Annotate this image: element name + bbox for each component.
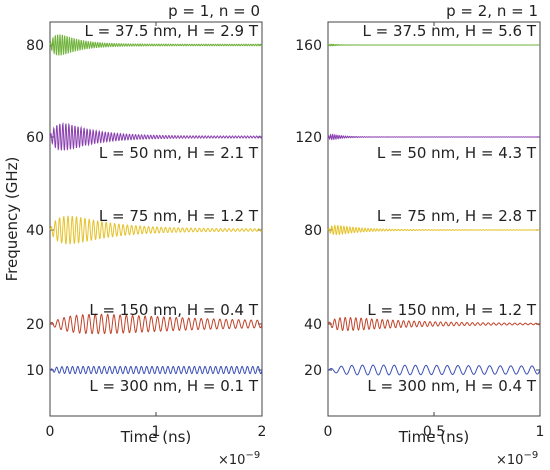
series-line-120ghz — [327, 133, 541, 141]
left-panel-title: p = 1, n = 0 — [168, 2, 260, 20]
right-x-multiplier: ×10−9 — [496, 450, 538, 468]
y-tick-label: 40 — [26, 223, 44, 239]
series-annotation: L = 75 nm, H = 1.2 T — [99, 207, 259, 225]
left-x-multiplier: ×10−9 — [218, 450, 260, 468]
y-tick-label: 10 — [26, 363, 44, 379]
x-tick-label: 0 — [46, 424, 55, 440]
y-tick-label: 120 — [295, 130, 322, 146]
y-tick-label: 160 — [295, 38, 322, 54]
series-line-60ghz — [49, 121, 263, 151]
series-line-80ghz — [49, 34, 263, 56]
series-annotation: L = 300 nm, H = 0.4 T — [367, 377, 537, 395]
x-tick-label: 1 — [152, 424, 161, 440]
y-tick-label: 80 — [26, 38, 44, 54]
series-annotation: L = 150 nm, H = 0.4 T — [89, 301, 259, 319]
series-line-20ghz — [327, 364, 541, 376]
x-tick-label: 0 — [324, 424, 333, 440]
series-line-20ghz — [49, 313, 263, 335]
series-annotation: L = 150 nm, H = 1.2 T — [367, 301, 537, 319]
series-annotation: L = 50 nm, H = 4.3 T — [377, 144, 537, 162]
x-tick-label: 1 — [536, 424, 545, 440]
x-tick-label: 2 — [258, 424, 267, 440]
x-tick-label: 0.5 — [423, 424, 445, 440]
series-line-40ghz — [327, 316, 541, 332]
series-annotation: L = 50 nm, H = 2.1 T — [99, 144, 259, 162]
left-panel: 0 1 2 10 20 40 60 80 L = 300 nm, H = 0.1 T L = 15… — [26, 22, 266, 440]
series-annotation: L = 300 nm, H = 0.1 T — [89, 377, 259, 395]
series-line-10ghz — [49, 365, 263, 375]
series-annotation: L = 37.5 nm, H = 5.6 T — [363, 22, 537, 40]
y-tick-label: 80 — [304, 223, 322, 239]
series-annotation: L = 37.5 nm, H = 2.9 T — [85, 22, 259, 40]
series-annotation: L = 75 nm, H = 2.8 T — [377, 207, 537, 225]
y-axis-label: Frequency (GHz) — [3, 157, 21, 282]
y-tick-label: 20 — [26, 317, 44, 333]
right-panel-title: p = 2, n = 1 — [446, 2, 538, 20]
series-line-40ghz — [49, 215, 263, 245]
series-line-160ghz — [327, 43, 541, 47]
y-tick-label: 60 — [26, 130, 44, 146]
series-line-80ghz — [327, 224, 541, 236]
left-x-axis-label: Time (ns) — [120, 428, 192, 446]
right-x-axis-label: Time (ns) — [398, 428, 470, 446]
y-tick-label: 20 — [304, 363, 322, 379]
y-tick-label: 40 — [304, 317, 322, 333]
